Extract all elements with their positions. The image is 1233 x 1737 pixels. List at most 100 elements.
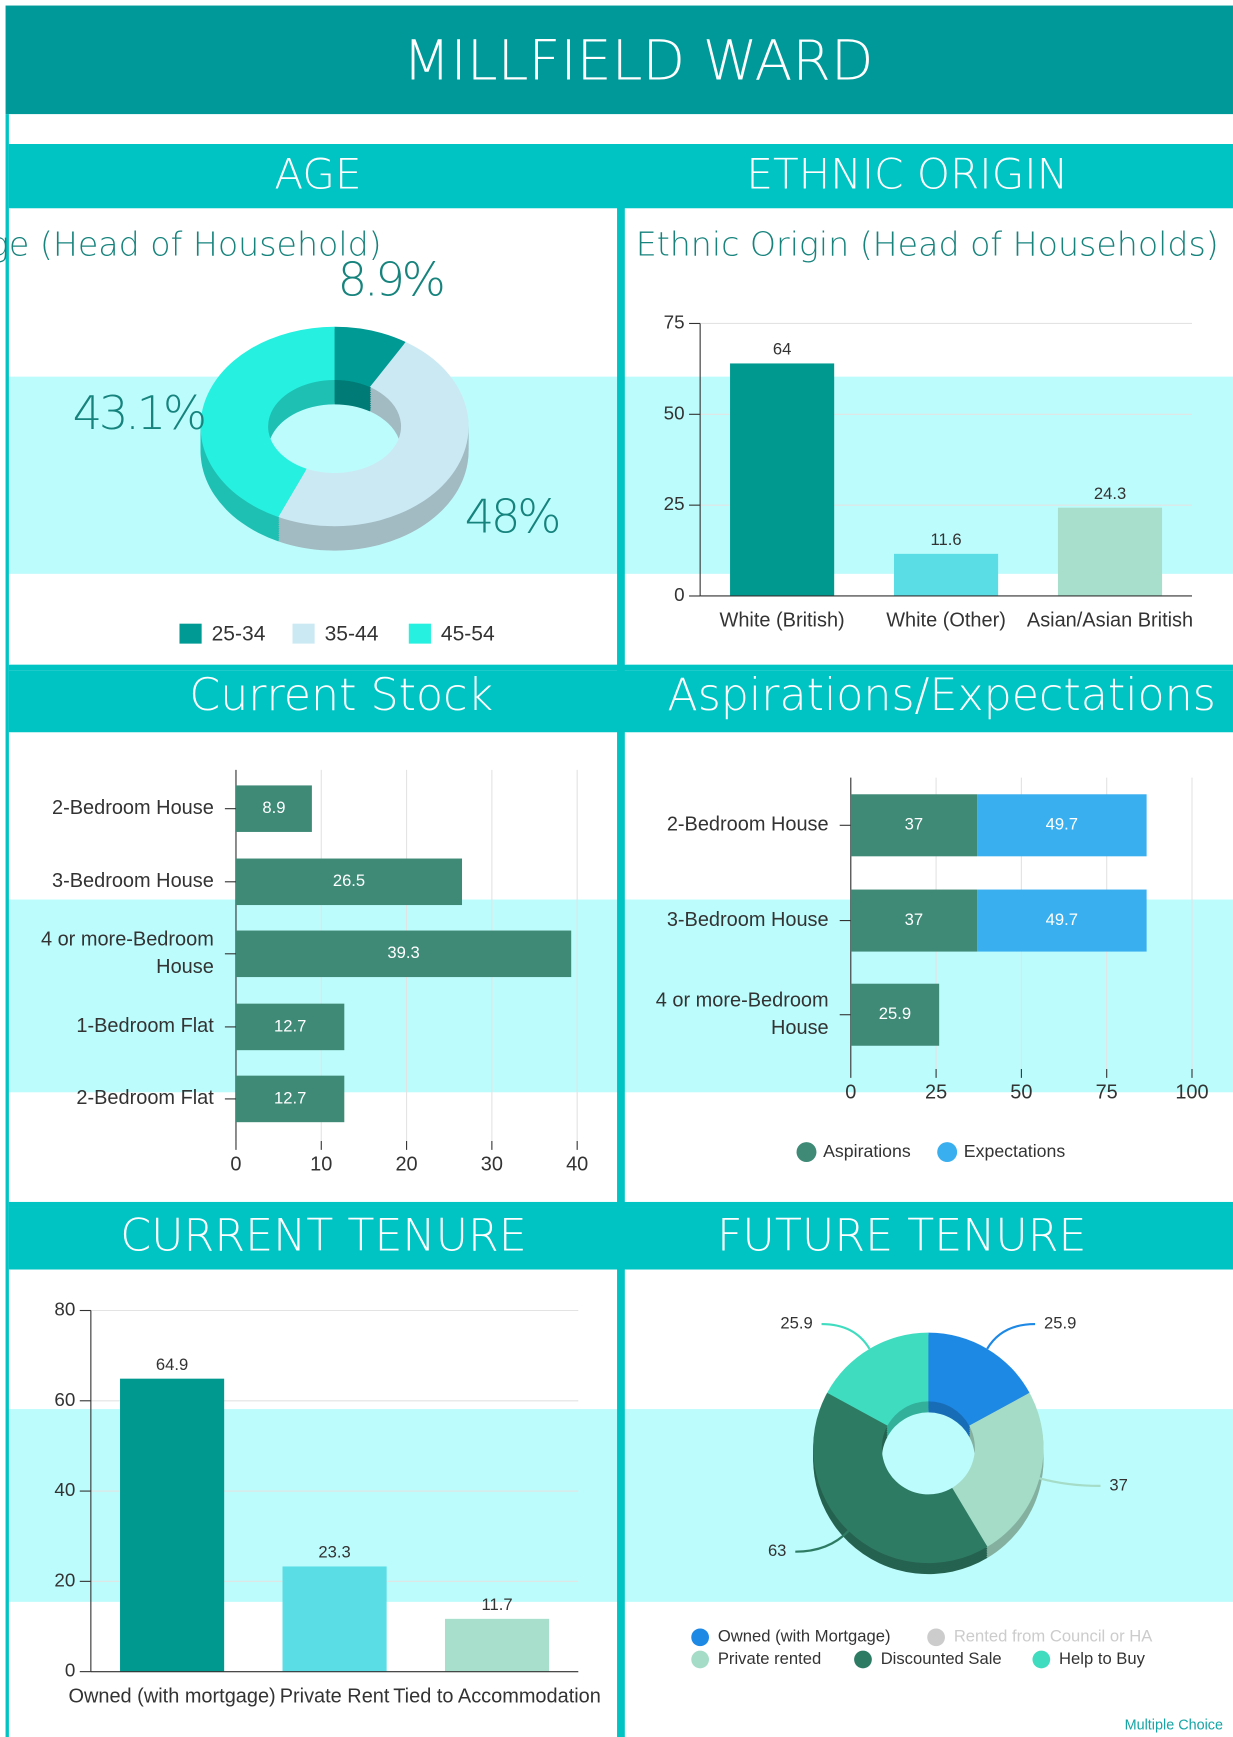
bar (850, 889, 978, 952)
bar (235, 930, 572, 978)
data-label: 39.3 (387, 943, 419, 962)
data-label: 12.7 (274, 1088, 306, 1107)
chart-title: Ethnic Origin (Head of Households) (636, 224, 1219, 263)
y-tick-label: 0 (65, 1660, 75, 1681)
page-title: MILLFIELD WARD (403, 30, 874, 94)
legend-swatch (937, 1142, 958, 1163)
y-tick-label: 4 or more-Bedroom House (656, 990, 829, 1040)
y-tick-label: 0 (674, 584, 684, 605)
y-tick-label: 1-Bedroom Flat (76, 1015, 214, 1037)
data-label: 11.6 (931, 530, 962, 549)
section-heading: Aspirations/Expectations (667, 670, 1215, 721)
data-label: 25.9 (879, 1004, 911, 1023)
data-label: 43.1% (73, 386, 204, 440)
x-tick-label: 30 (481, 1154, 503, 1176)
section-heading: AGE (274, 150, 361, 199)
slice (200, 326, 335, 517)
bar (235, 785, 312, 832)
bar (1057, 507, 1163, 596)
y-tick-label: 80 (54, 1298, 75, 1319)
legend-label: Discounted Sale (881, 1649, 1002, 1668)
header (5, 5, 1233, 115)
bar (850, 794, 978, 857)
x-tick-label: 100 (1175, 1082, 1208, 1104)
leader-line (986, 1322, 1036, 1350)
legend-swatch (854, 1650, 872, 1669)
x-tick-label: Private Rent (280, 1685, 390, 1707)
y-tick-label: 2-Bedroom Flat (76, 1087, 214, 1109)
data-label: 8.9% (338, 252, 443, 306)
slice (278, 341, 469, 527)
y-tick-label: 2-Bedroom House (52, 797, 214, 819)
divider (617, 144, 625, 1737)
legend-label: Help to Buy (1059, 1649, 1146, 1668)
data-label: 11.7 (481, 1595, 512, 1614)
bar (282, 1566, 387, 1672)
footer: Multiple Choice (1125, 1718, 1223, 1734)
legend-swatch (691, 1650, 709, 1669)
y-tick-label: 4 or more-Bedroom House (41, 929, 214, 979)
section-band (8, 1207, 1233, 1270)
slice (334, 326, 406, 388)
leader-line (1039, 1477, 1101, 1487)
data-label: 12.7 (274, 1016, 306, 1035)
y-tick-label: 75 (664, 311, 685, 332)
x-tick-label: Asian/Asian British (1027, 610, 1193, 632)
data-label: 8.9 (262, 798, 285, 817)
x-tick-label: White (British) (720, 610, 845, 632)
bar (850, 983, 940, 1046)
bar (730, 363, 835, 596)
bar (977, 889, 1147, 952)
x-tick-label: 10 (310, 1154, 332, 1176)
x-tick-label: 20 (395, 1154, 417, 1176)
bar (235, 858, 463, 906)
x-tick-label: 25 (925, 1082, 947, 1104)
section-rule (8, 1201, 1233, 1208)
data-label: 26.5 (333, 871, 365, 890)
legend-swatch (292, 623, 315, 644)
legend-swatch (796, 1142, 817, 1163)
legend-label: Owned (with Mortgage) (718, 1627, 891, 1646)
data-label: 25.9 (780, 1313, 812, 1332)
chart-title: Age (Head of Household) (0, 224, 382, 263)
data-label: 25.9 (1044, 1313, 1076, 1332)
legend-label: 35-44 (325, 622, 379, 645)
y-tick-label: 3-Bedroom House (52, 870, 214, 892)
y-tick-label: 20 (54, 1569, 75, 1590)
legend-swatch (179, 623, 202, 644)
leader-line (795, 1530, 850, 1553)
data-label: 37 (1109, 1475, 1127, 1494)
data-label: 63 (768, 1541, 786, 1560)
section-band (8, 144, 1233, 209)
x-tick-label: 0 (845, 1082, 856, 1104)
border (5, 114, 9, 1737)
data-label: 24.3 (1094, 484, 1126, 503)
section-heading: ETHNIC ORIGIN (746, 150, 1068, 199)
x-tick-label: White (Other) (886, 610, 1006, 632)
legend-label: Private rented (718, 1649, 821, 1668)
y-tick-label: 50 (664, 402, 685, 423)
data-label: 23.3 (318, 1543, 350, 1562)
data-label: 49.7 (1046, 815, 1078, 834)
section-rule (8, 664, 1233, 671)
x-tick-label: 50 (1010, 1082, 1032, 1104)
y-tick-label: 3-Bedroom House (667, 909, 829, 931)
bar (977, 794, 1147, 857)
slice (928, 1332, 1030, 1426)
x-tick-label: 0 (230, 1154, 241, 1176)
slice (827, 1332, 929, 1426)
data-label: 37 (905, 910, 923, 929)
legend-swatch (408, 623, 431, 644)
section-heading: CURRENT TENURE (120, 1210, 527, 1261)
x-tick-label: Owned (with mortgage) (68, 1685, 275, 1707)
x-tick-label: 75 (1096, 1082, 1118, 1104)
y-tick-label: 60 (54, 1389, 75, 1410)
data-label: 49.7 (1046, 910, 1078, 929)
bar (893, 553, 999, 596)
x-tick-label: Tied to Accommodation (393, 1685, 601, 1707)
slice (952, 1392, 1044, 1547)
legend-swatch (691, 1628, 709, 1647)
legend-label: 25-34 (212, 622, 266, 645)
section-band (8, 670, 1233, 733)
